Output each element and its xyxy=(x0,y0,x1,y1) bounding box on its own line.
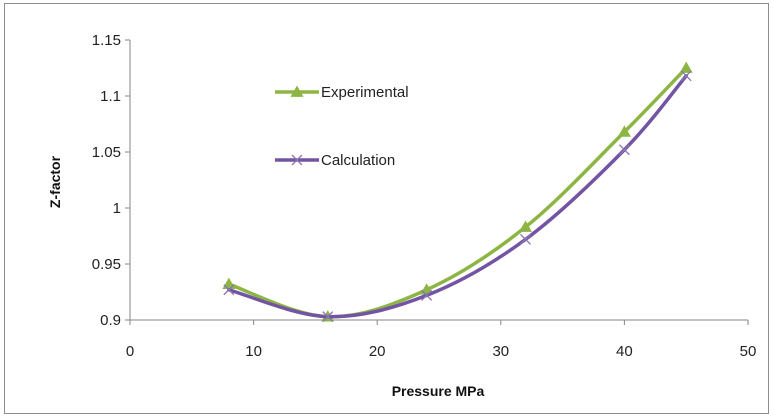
y-tick-label: 1.1 xyxy=(100,88,121,105)
x-marker-stroke xyxy=(291,154,303,166)
legend-label: Calculation xyxy=(321,152,395,169)
x-tick-label: 30 xyxy=(492,343,509,360)
y-tick-label: 1.15 xyxy=(92,32,121,49)
x-marker-stroke xyxy=(520,233,531,245)
data-point-x xyxy=(322,311,334,323)
legend-label: Experimental xyxy=(321,84,409,101)
data-point-x xyxy=(520,233,531,245)
legend-marker xyxy=(291,154,303,166)
legend: Experimental Calculation xyxy=(275,84,409,169)
y-tick-label: 0.9 xyxy=(100,312,121,329)
legend-item-experimental: Experimental xyxy=(275,84,409,101)
data-point-triangle xyxy=(519,220,533,232)
series-line xyxy=(227,66,688,319)
y-tick-label: 1 xyxy=(113,200,121,217)
data-point-triangle xyxy=(679,61,693,73)
axes xyxy=(125,39,749,325)
series-calculation xyxy=(223,70,692,323)
x-marker-stroke xyxy=(421,289,433,301)
y-tick-labels: 0.9 0.95 1 1.05 1.1 1.15 xyxy=(92,32,121,329)
data-point-x xyxy=(680,70,692,82)
legend-item-calculation: Calculation xyxy=(275,152,395,169)
data-point-x xyxy=(223,284,235,296)
x-marker-stroke xyxy=(322,311,334,323)
x-tick-label: 10 xyxy=(245,343,262,360)
x-marker-stroke xyxy=(680,70,692,82)
series-layer xyxy=(222,61,693,323)
y-tick-label: 0.95 xyxy=(92,256,121,273)
x-tick-label: 0 xyxy=(126,343,134,360)
chart-frame xyxy=(4,3,769,414)
data-point-x xyxy=(618,144,630,156)
data-point-triangle xyxy=(617,125,631,137)
legend-marker xyxy=(290,85,304,97)
series-line xyxy=(227,74,688,319)
x-tick-label: 40 xyxy=(616,343,633,360)
data-point-triangle xyxy=(222,277,236,290)
data-point-x xyxy=(421,289,433,301)
x-tick-label: 20 xyxy=(369,343,386,360)
x-marker-stroke xyxy=(618,144,630,156)
y-axis-title: Z-factor xyxy=(47,155,63,208)
x-axis-title: Pressure MPa xyxy=(392,383,485,399)
x-tick-label: 50 xyxy=(740,343,757,360)
y-tick-label: 1.05 xyxy=(92,144,121,161)
x-marker-stroke xyxy=(223,284,235,296)
x-tick-labels: 0 10 20 30 40 50 xyxy=(126,343,757,360)
